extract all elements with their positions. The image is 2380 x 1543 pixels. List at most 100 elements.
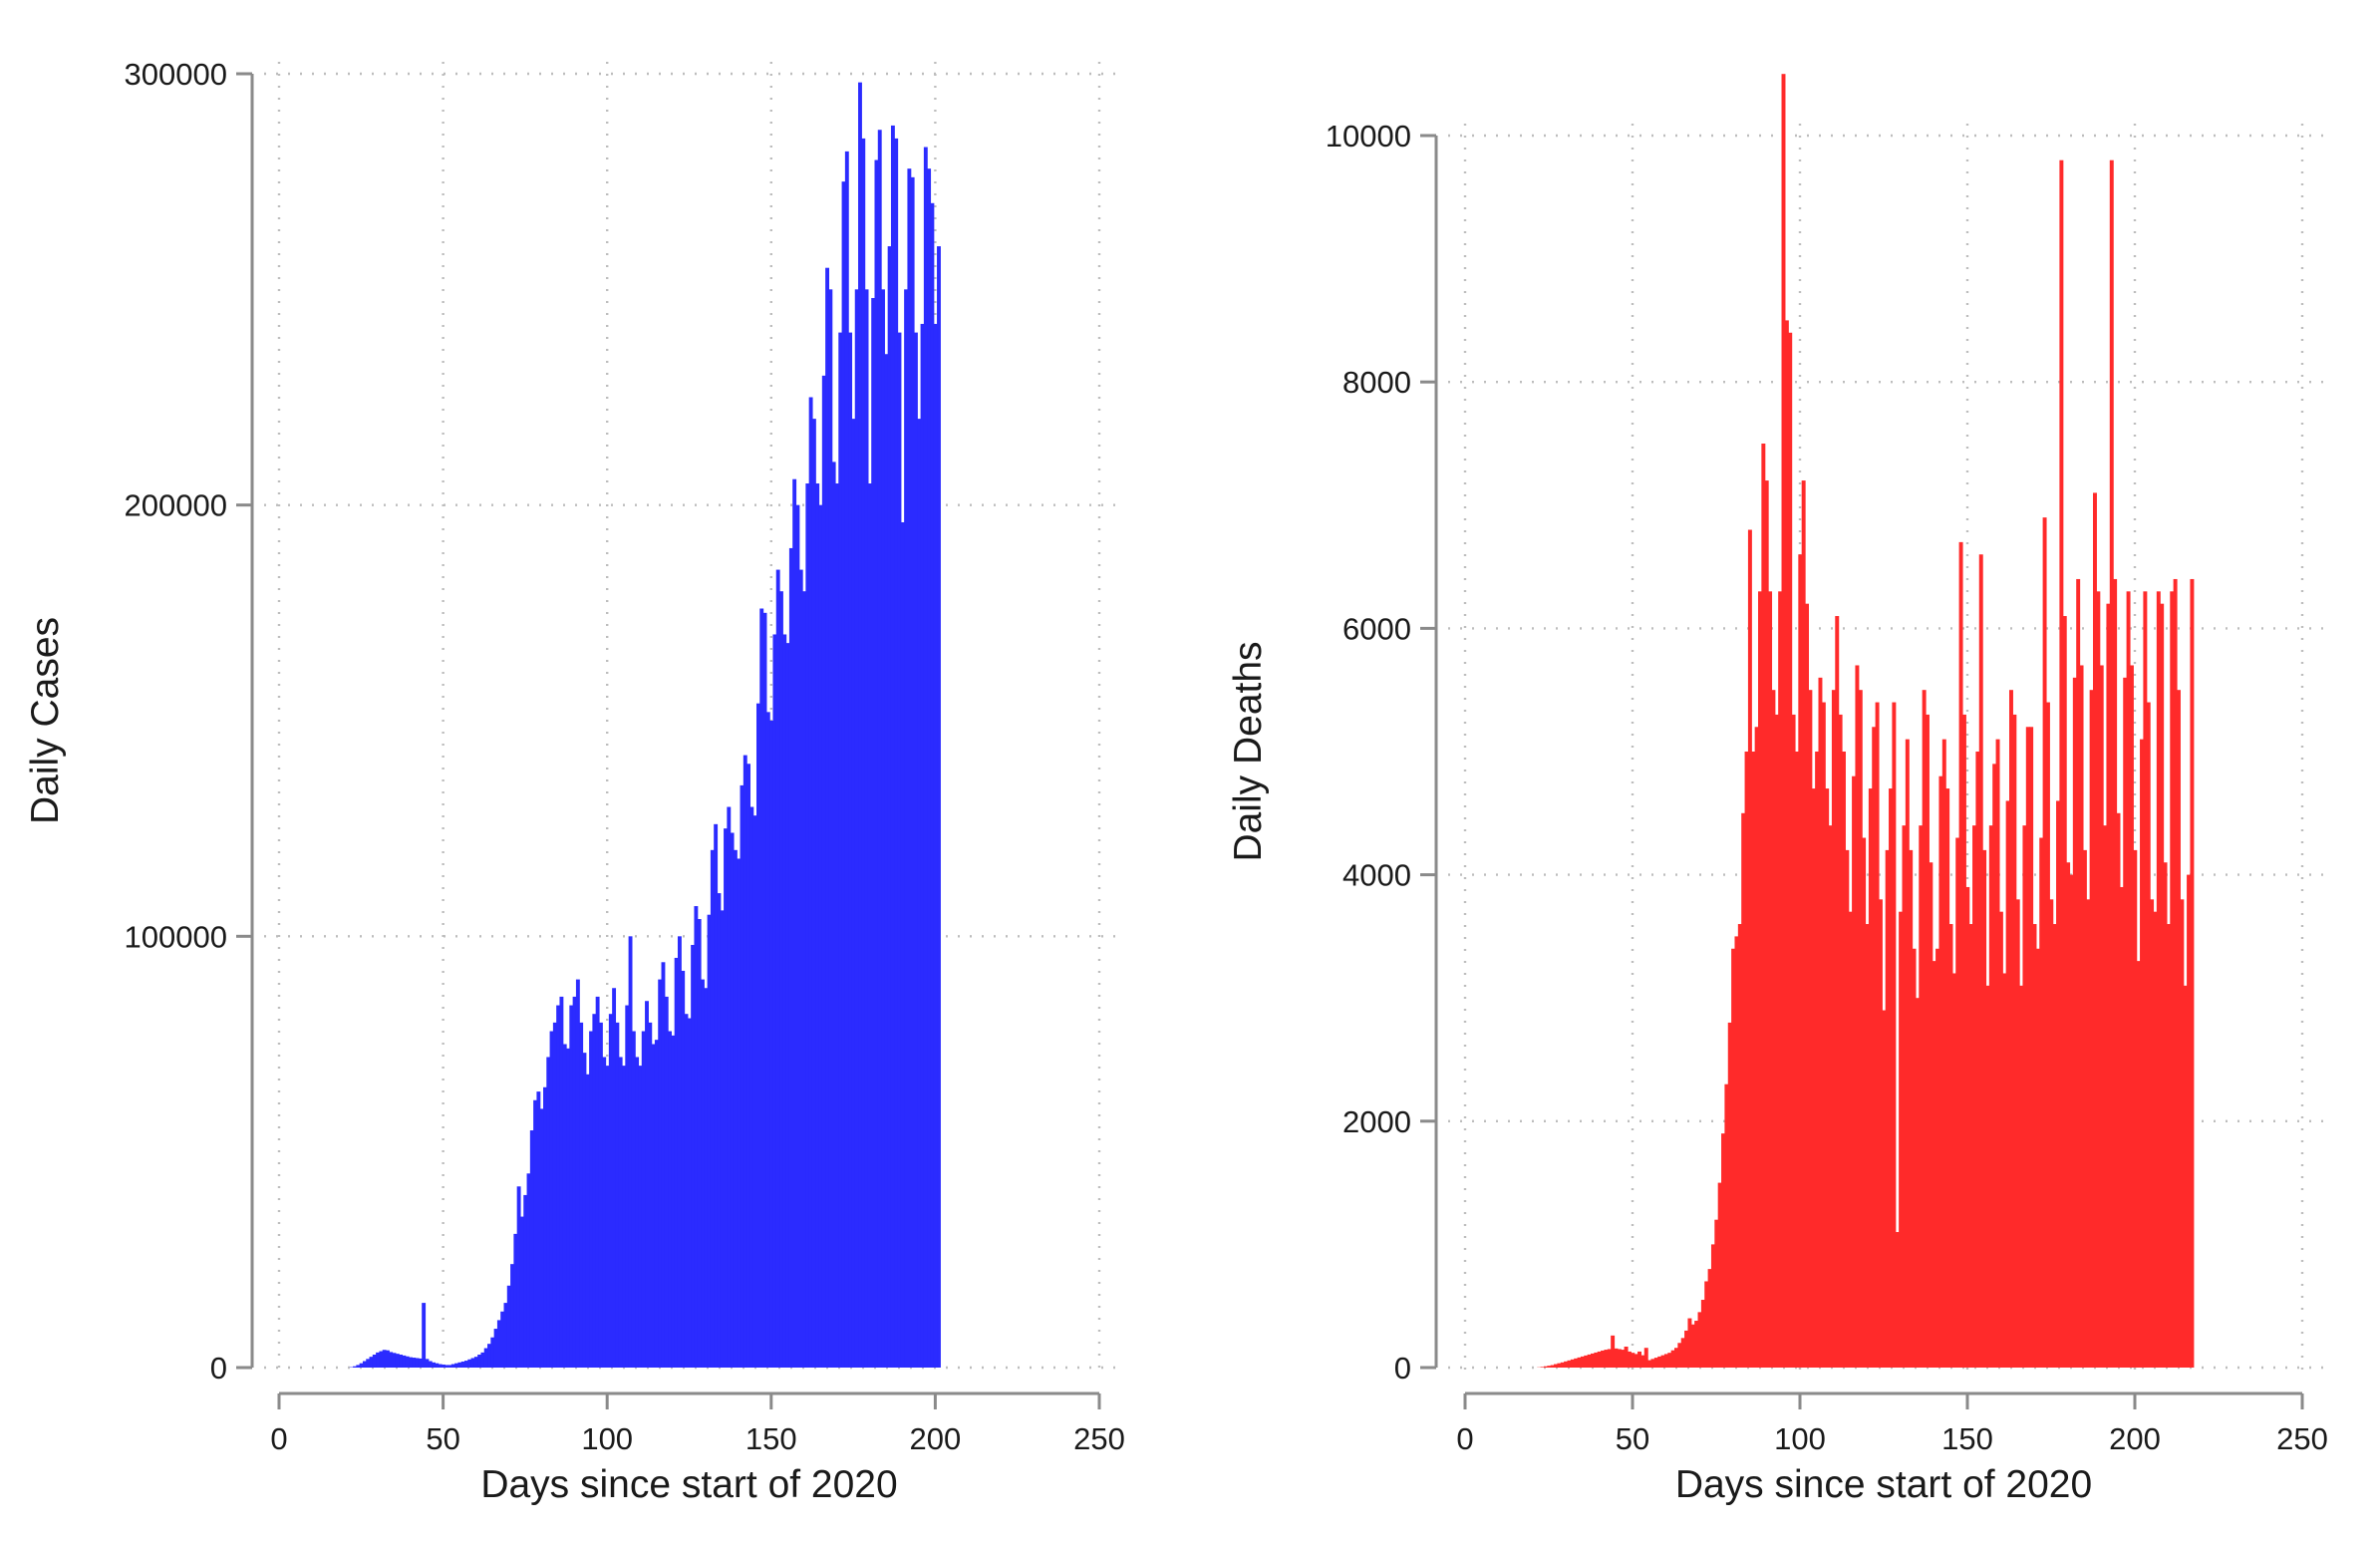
bar-day-44 [1611, 1335, 1616, 1368]
bar-day-111 [1835, 616, 1840, 1368]
bar-day-152 [1972, 825, 1976, 1368]
bar-day-72 [1704, 1281, 1709, 1368]
bar-day-134 [1912, 948, 1917, 1368]
bar-day-144 [1945, 788, 1950, 1368]
bar-day-131 [1902, 825, 1907, 1368]
bar-day-54 [1643, 1348, 1648, 1368]
bar-day-93 [582, 1053, 587, 1368]
bar-day-181 [871, 297, 876, 1368]
bar-day-117 [1855, 665, 1860, 1368]
bar-day-188 [2093, 492, 2097, 1368]
bar-day-63 [1674, 1348, 1678, 1368]
bar-day-40 [1597, 1351, 1602, 1368]
bar-day-25 [1547, 1366, 1552, 1368]
bar-day-146 [1951, 973, 1956, 1368]
bar-day-116 [1852, 775, 1857, 1368]
bar-day-78 [1724, 1083, 1729, 1368]
bar-day-143 [1941, 739, 1946, 1368]
bar-day-213 [2177, 690, 2181, 1368]
bar-day-66 [1684, 1330, 1689, 1368]
bar-day-108 [631, 1031, 636, 1368]
bar-day-76 [526, 1173, 531, 1368]
bar-day-112 [1838, 714, 1843, 1368]
bar-day-210 [2166, 924, 2171, 1368]
bar-day-26 [1550, 1365, 1555, 1368]
bar-day-39 [405, 1356, 410, 1368]
bar-day-174 [848, 332, 853, 1369]
bar-day-215 [2183, 985, 2188, 1368]
bar-day-203 [2143, 591, 2148, 1368]
bar-day-126 [691, 944, 696, 1368]
bar-day-78 [533, 1099, 538, 1368]
bar-day-184 [2079, 665, 2084, 1368]
bar-day-82 [1737, 924, 1742, 1368]
bar-day-193 [910, 176, 915, 1369]
bar-day-177 [858, 82, 862, 1368]
bar-day-202 [2140, 739, 2144, 1368]
bar-day-165 [2015, 899, 2020, 1368]
x-tick-label: 0 [1456, 1421, 1473, 1456]
bar-day-113 [648, 1022, 653, 1368]
y-tick-label: 6000 [1342, 611, 1411, 646]
bar-day-53 [450, 1364, 455, 1368]
bar-day-143 [746, 764, 750, 1368]
bar-day-62 [1670, 1350, 1675, 1368]
bar-day-173 [844, 151, 849, 1368]
bar-day-103 [615, 1022, 620, 1368]
bar-day-27 [1554, 1364, 1558, 1368]
bar-day-182 [874, 159, 879, 1368]
bar-day-43 [418, 1358, 423, 1368]
bar-day-171 [2035, 948, 2040, 1368]
bar-day-49 [438, 1364, 443, 1368]
bar-day-90 [1764, 480, 1769, 1369]
bar-day-133 [1909, 849, 1914, 1368]
bar-day-193 [2109, 159, 2114, 1369]
bar-day-62 [480, 1352, 485, 1368]
bar-day-24 [356, 1365, 361, 1368]
bar-day-46 [428, 1361, 433, 1368]
bar-day-191 [904, 289, 909, 1369]
bar-day-148 [1958, 541, 1963, 1368]
bar-day-93 [1774, 714, 1779, 1368]
bar-day-190 [2099, 665, 2104, 1368]
bar-day-178 [861, 138, 866, 1368]
bar-day-147 [759, 608, 764, 1368]
bar-day-154 [782, 634, 787, 1368]
bar-day-194 [2113, 578, 2118, 1368]
bar-day-43 [1607, 1349, 1612, 1368]
bar-day-168 [828, 289, 833, 1369]
bar-day-76 [1717, 1182, 1722, 1368]
bar-day-183 [2076, 578, 2081, 1368]
bar-day-192 [907, 168, 912, 1369]
bar-day-101 [1801, 480, 1806, 1369]
bar-day-84 [1744, 752, 1749, 1368]
bar-day-91 [575, 979, 580, 1368]
bar-day-134 [717, 893, 722, 1368]
bar-day-182 [2072, 677, 2077, 1368]
bar-day-170 [834, 483, 839, 1368]
bar-day-168 [2025, 727, 2030, 1368]
bar-day-71 [510, 1264, 514, 1368]
bar-day-212 [2173, 578, 2178, 1368]
bar-day-179 [2062, 616, 2067, 1368]
bar-day-159 [798, 569, 803, 1368]
bar-day-112 [645, 1001, 649, 1368]
bar-day-66 [493, 1329, 498, 1368]
bar-day-107 [628, 936, 633, 1368]
bar-day-172 [2039, 837, 2044, 1368]
bar-day-156 [788, 547, 793, 1368]
bar-day-155 [1982, 849, 1987, 1368]
bar-day-190 [900, 521, 905, 1368]
x-tick-label: 100 [581, 1421, 633, 1456]
bar-day-122 [1872, 727, 1877, 1368]
bar-day-154 [1978, 554, 1983, 1368]
bar-day-103 [1808, 690, 1813, 1368]
bar-day-56 [460, 1361, 465, 1368]
bar-day-119 [1862, 837, 1867, 1368]
bar-day-29 [372, 1355, 377, 1368]
bar-day-116 [658, 979, 663, 1368]
y-axis-title: Daily Deaths [1227, 641, 1270, 861]
bar-day-89 [1761, 444, 1766, 1368]
bar-day-214 [2180, 899, 2185, 1368]
bar-day-64 [1677, 1343, 1682, 1368]
